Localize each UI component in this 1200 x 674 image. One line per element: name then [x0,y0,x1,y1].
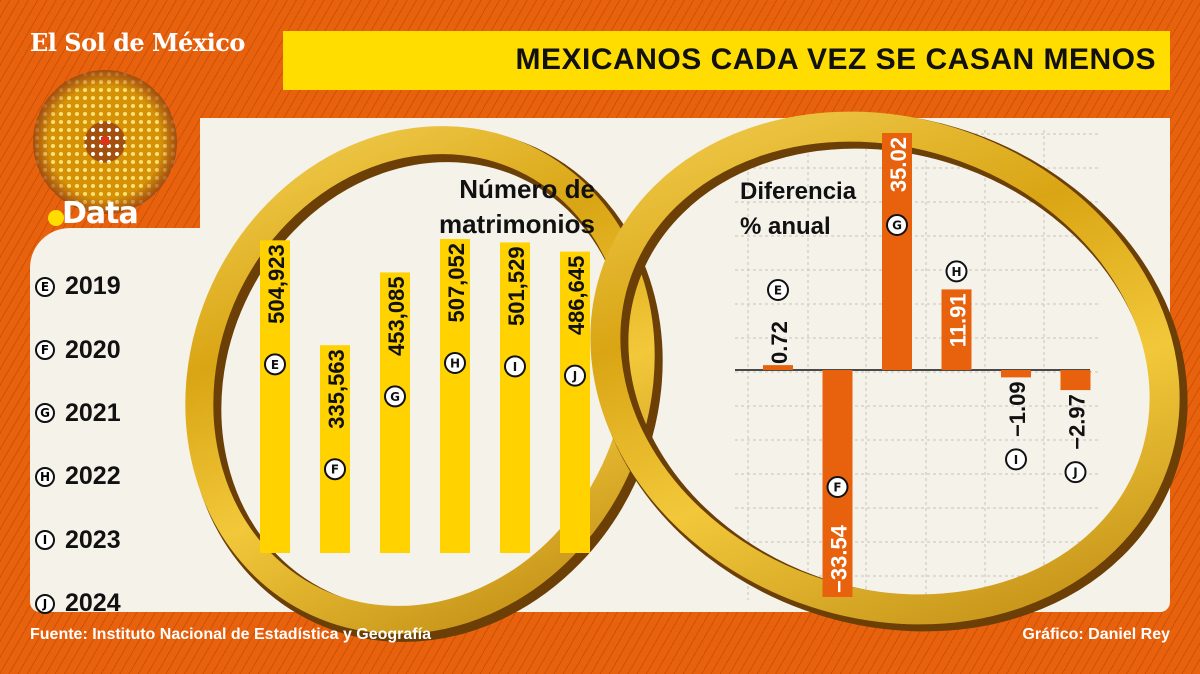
bar [1060,370,1091,391]
bar-badge-letter: H [951,265,961,279]
legend-badge: G [35,403,55,424]
data-logo-dot [101,137,109,145]
bar-badge-circle [324,458,346,481]
bar-badge-letter: I [1014,453,1018,467]
bar-badge-circle [826,475,849,498]
bar-value-label: 501,529 [504,246,529,326]
bar-badge-circle [444,352,466,374]
wedding-rings-illustration [185,111,1188,642]
bar [260,240,290,553]
credit-note: Gráfico: Daniel Rey [1022,626,1170,643]
legend-item: F 2020 [35,318,121,381]
bar-value-label: 507,052 [444,243,469,323]
legend-year: 2020 [65,335,121,364]
chart1-title-line2: matrimonios [439,209,595,239]
legend-badge: E [35,276,55,297]
bar [500,242,530,553]
bar-badge-letter: G [892,219,902,233]
legend-year: 2024 [65,589,121,618]
bar [1001,370,1031,378]
chart2-title-line1: Diferencia [740,178,857,205]
bar-badge-circle [264,353,286,376]
legend-item: I 2023 [35,509,121,572]
bar-value-label: 504,923 [264,244,289,324]
bar-badge-circle [564,364,586,387]
bar-badge-letter: H [450,357,460,371]
bar-value-label: 486,645 [564,256,589,336]
legend-badge: H [35,466,55,487]
legend-year: 2021 [65,398,121,427]
panel-left [30,228,210,612]
chart2-title-line2: % anual [740,213,831,240]
ring-left [185,126,655,634]
bar-badge-circle [1064,461,1087,484]
chart-title: MEXICANOS CADA VEZ SE CASAN MENOS [515,43,1156,76]
bar [440,239,470,553]
section-name: Data [62,196,139,231]
bar-badge-letter: E [271,358,279,372]
bar [320,345,350,553]
bar-value-label: 11.91 [946,293,971,347]
bar-badge-circle [1005,448,1027,471]
legend-badge: F [35,340,55,361]
bar-value-label: −1.09 [1005,381,1030,437]
bar [882,133,912,370]
bar [941,289,972,370]
chart1-title-line1: Número de [459,174,595,204]
legend-year: 2022 [65,462,121,491]
bar-value-label: 35.02 [886,137,911,192]
legend-year: 2019 [65,272,121,301]
bar-badge-circle [945,260,968,283]
ring-right [590,111,1180,625]
bar-badge-letter: F [331,463,339,477]
bar-badge-letter: F [833,480,841,494]
data-dot-icon [48,210,64,226]
bar-value-label: 335,563 [324,349,349,429]
bar-badge-letter: J [1072,466,1077,480]
legend-item: H 2022 [35,445,121,508]
bar [560,251,590,553]
bar-value-label: 453,085 [384,276,409,356]
legend-item: E 2019 [35,255,121,318]
bar-badge-circle [886,214,908,236]
masthead-logo: El Sol de México [30,28,245,57]
bar-badge-letter: E [774,284,782,298]
bar-value-label: −33.54 [827,524,852,593]
bar-badge-circle [504,355,526,378]
grid [735,130,1100,600]
bar-badge-letter: I [513,360,517,374]
legend-year: 2023 [65,525,121,554]
bar-value-label: 0.72 [767,321,792,364]
bar-value-label: −2.97 [1065,394,1090,450]
legend-item: G 2021 [35,382,121,445]
chart-marriages: 504,923 E 335,563 F 453,085 G 507,052 H 501,529 I… [260,239,590,553]
legend-badge: I [35,530,55,551]
bar-badge-letter: G [390,390,400,404]
chart-annual-diff: 0.72 E −33.54 F 35.02 G 11.91 H −1.09 I −2.97 J [735,133,1091,597]
legend-badge: J [35,593,55,614]
source-note: Fuente: Instituto Nacional de Estadístic… [30,626,431,643]
bar [763,365,793,370]
bar [380,272,410,553]
year-legend: E 2019 F 2020 G 2021 H 2022 I 2023 J 2024 [35,255,121,635]
bar-badge-circle [767,279,789,301]
bar-badge-circle [384,385,406,408]
legend-item: J 2024 [35,572,121,635]
title-bar: MEXICANOS CADA VEZ SE CASAN MENOS [283,31,1170,90]
bar-badge-letter: J [572,369,577,383]
